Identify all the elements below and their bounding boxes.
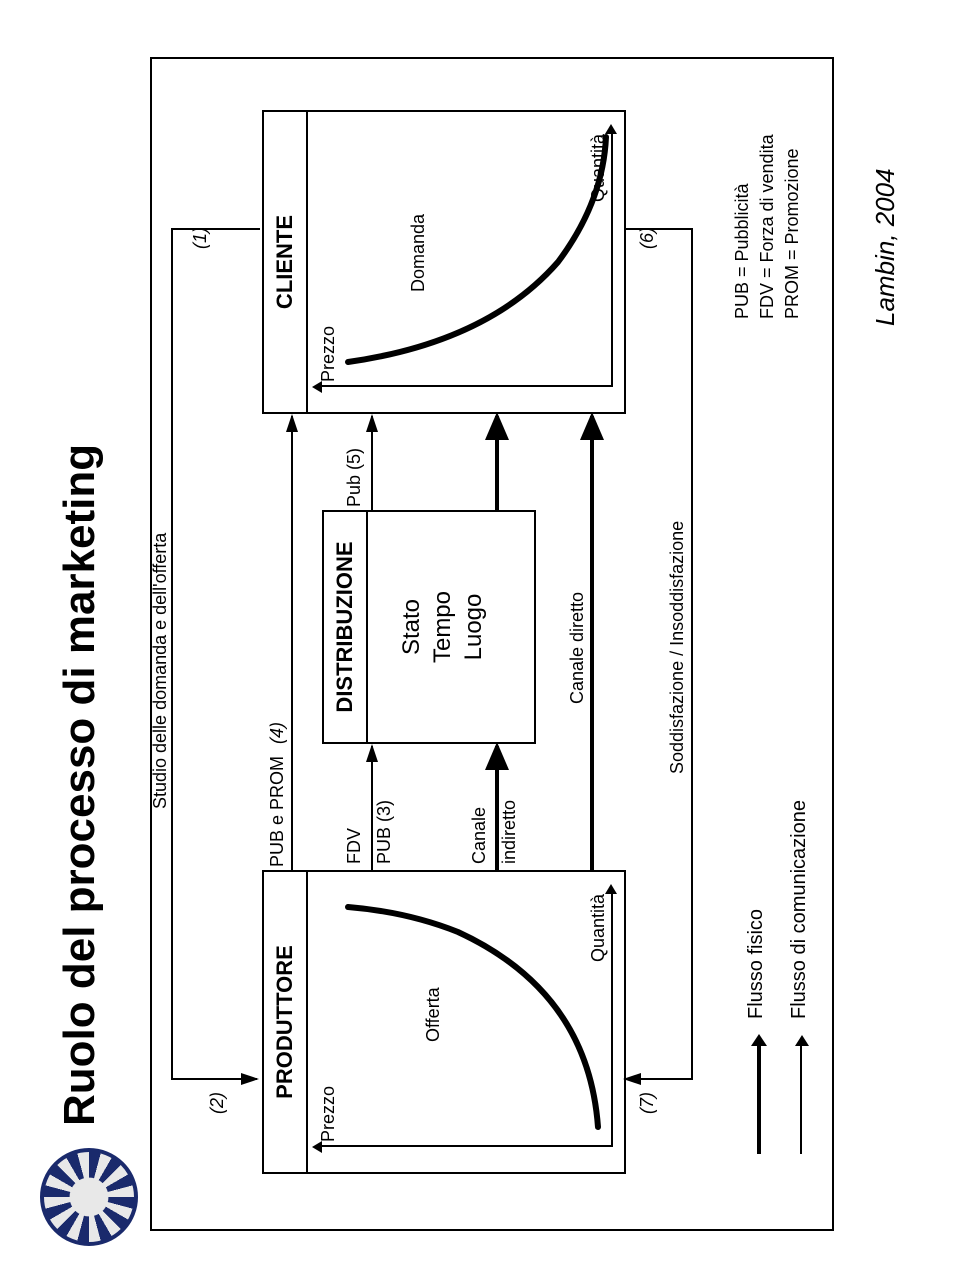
arrowhead-icon (792, 1032, 812, 1046)
abbr-pub: PUB = Pubblicità (732, 183, 753, 319)
num-2: (2) (207, 1092, 228, 1114)
diagram-frame: PRODUTTORE Prezzo Quantità Offerta (150, 57, 834, 1231)
num-1: (1) (190, 227, 211, 249)
num-4: (4) (267, 722, 288, 744)
slide-title: Ruolo del processo di marketing (55, 444, 105, 1126)
abbr-fdv: FDV = Forza di vendita (757, 134, 778, 319)
citation: Lambin, 2004 (870, 168, 901, 326)
flow-arrows (152, 59, 832, 1229)
num-6: (6) (637, 227, 658, 249)
num-7: (7) (637, 1092, 658, 1114)
pubprom-label: PUB e PROM (267, 756, 288, 867)
top-arrow-label: Studio delle domanda e dell'offerta (150, 533, 171, 809)
diretto-label: Canale diretto (567, 592, 588, 704)
fdv-label: FDV (344, 828, 365, 864)
legend-comm-text: Flusso di comunicazione (788, 800, 811, 1019)
indiretto-bot: indiretto (499, 800, 520, 864)
university-seal-icon (40, 1148, 138, 1246)
legend-physical-text: Flusso fisico (745, 909, 768, 1019)
slide: Ruolo del processo di marketing PRODUTTO… (0, 0, 960, 1286)
bottom-arrow-label: Soddisfazione / Insoddisfazione (667, 521, 688, 774)
indiretto-top: Canale (469, 807, 490, 864)
pub3-label: PUB (3) (374, 800, 395, 864)
legend-physical-line (757, 1044, 761, 1154)
arrowhead-icon (749, 1032, 769, 1046)
legend-comm-line (800, 1044, 802, 1154)
abbr-prom: PROM = Promozione (782, 148, 803, 319)
pub5-label: Pub (5) (344, 448, 365, 507)
